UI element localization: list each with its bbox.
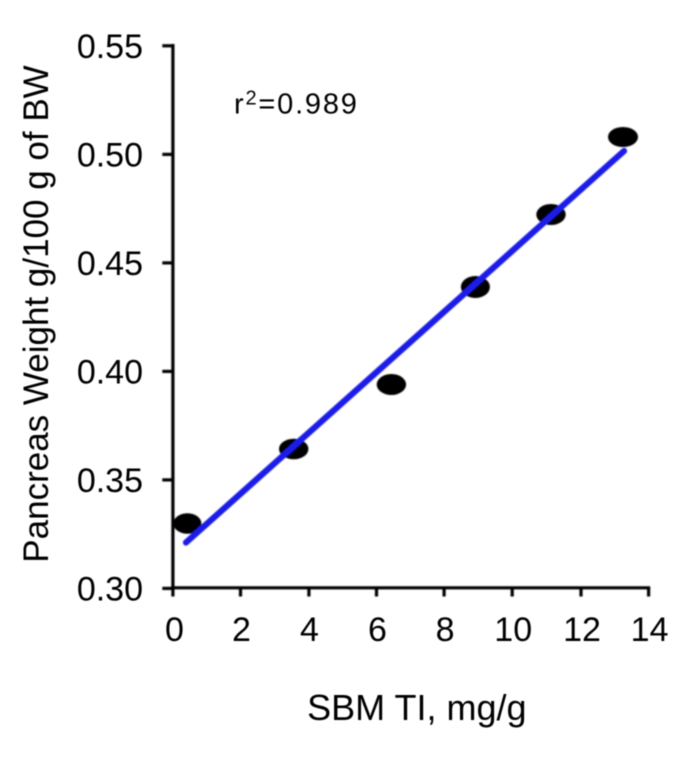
svg-text:2: 2 <box>232 611 251 649</box>
svg-text:14: 14 <box>631 611 669 649</box>
svg-text:SBM TI, mg/g: SBM TI, mg/g <box>307 687 526 728</box>
svg-text:0.55: 0.55 <box>77 28 143 66</box>
svg-text:0.50: 0.50 <box>77 137 143 175</box>
svg-text:0.40: 0.40 <box>77 354 143 392</box>
svg-text:8: 8 <box>436 611 455 649</box>
svg-text:Pancreas Weight g/100 g of BW: Pancreas Weight g/100 g of BW <box>17 65 56 562</box>
svg-text:4: 4 <box>300 611 319 649</box>
svg-text:6: 6 <box>368 611 387 649</box>
svg-text:0: 0 <box>165 611 184 649</box>
svg-text:0.30: 0.30 <box>77 571 143 609</box>
svg-text:10: 10 <box>494 611 532 649</box>
svg-text:12: 12 <box>563 611 601 649</box>
svg-text:0.45: 0.45 <box>77 245 143 283</box>
svg-text:0.35: 0.35 <box>77 462 143 500</box>
